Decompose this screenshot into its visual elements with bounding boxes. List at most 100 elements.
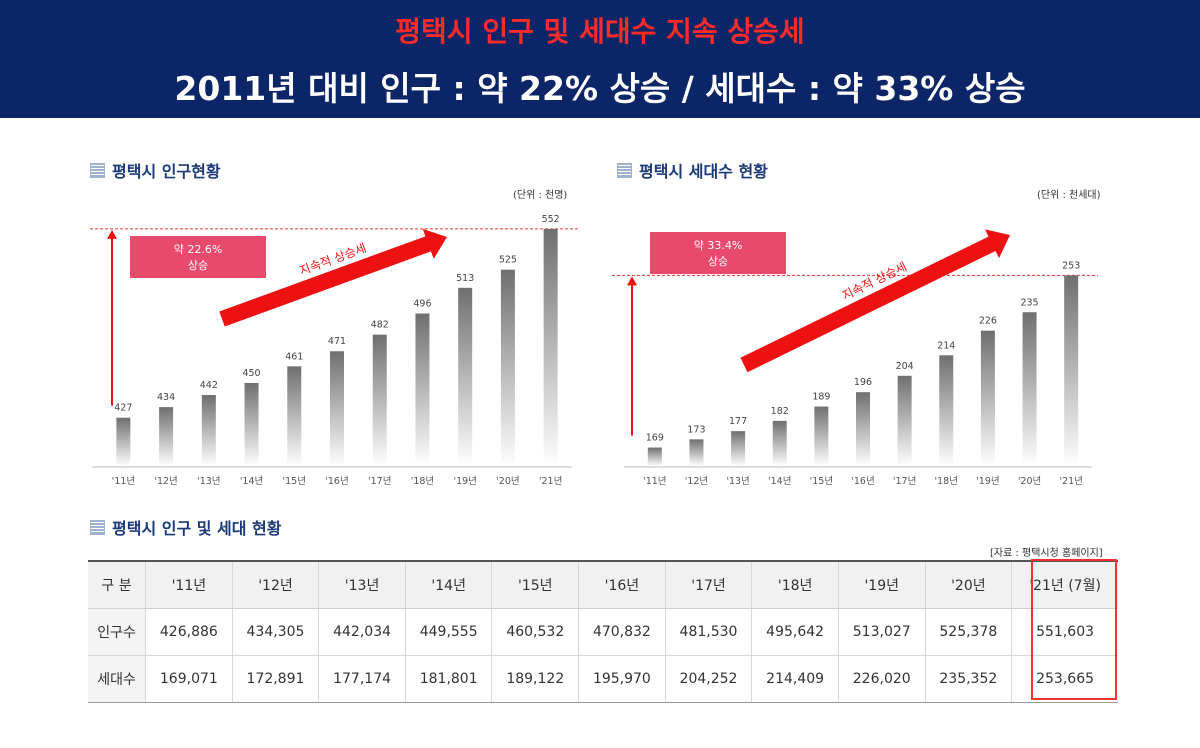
header-banner: 평택시 인구 및 세대수 지속 상승세 2011년 대비 인구 : 약 22% …	[0, 0, 1200, 118]
bar	[116, 417, 131, 466]
x-tick-label: '18년	[935, 476, 958, 487]
table-section-title: 평택시 인구 및 세대 현황	[90, 515, 281, 539]
table-column-header: '19년	[837, 560, 926, 609]
table-column-header: '13년	[318, 560, 406, 609]
table-cell: 495,642	[751, 608, 839, 656]
bar-value-label: 427	[114, 403, 132, 414]
bar-value-label: 450	[242, 368, 260, 379]
bar-value-label: 189	[812, 392, 830, 403]
bar	[372, 334, 387, 466]
population-section-title: 평택시 인구현황	[90, 158, 221, 182]
x-tick-label: '20년	[496, 476, 519, 487]
bar	[647, 447, 662, 466]
x-tick-label: '14년	[768, 476, 791, 487]
bar-value-label: 226	[979, 316, 997, 327]
x-tick-label: '17년	[368, 476, 391, 487]
table-cell: 434,305	[231, 608, 319, 656]
growth-arrowhead	[627, 276, 637, 286]
bar	[1064, 275, 1079, 466]
x-tick-label: '12년	[685, 476, 708, 487]
bar-value-label: 552	[542, 214, 560, 225]
table-cell: 177,174	[318, 655, 406, 703]
table-column-header: '11년	[145, 560, 233, 609]
table-cell: 253,665	[1011, 655, 1118, 703]
table-source: [자료 : 평택시청 홈페이지]	[990, 548, 1103, 559]
table-title-text: 평택시 인구 및 세대 현황	[112, 519, 282, 538]
table-row-header: 세대수	[88, 655, 146, 703]
growth-callout-box	[650, 232, 786, 274]
bar	[415, 313, 430, 466]
trend-arrow-shape	[219, 228, 448, 327]
table-column-header: '16년	[578, 560, 666, 609]
table-cell: 513,027	[837, 608, 926, 656]
table-row: 인구수 426,886 434,305 442,034 449,555 460,532 47…	[88, 608, 1118, 656]
bar	[856, 392, 870, 466]
bar	[814, 406, 829, 466]
growth-callout-box	[130, 236, 266, 278]
x-tick-label: '11년	[643, 476, 666, 487]
table-cell: 442,034	[318, 608, 406, 656]
table-cell: 204,252	[664, 655, 752, 703]
table-row-header: 인구수	[88, 608, 146, 656]
table-column-header: '18년	[751, 560, 839, 609]
bar-value-label: 513	[456, 273, 474, 284]
table-cell: 172,891	[231, 655, 319, 703]
table-column-header: '17년	[664, 560, 752, 609]
bar	[689, 439, 704, 466]
x-tick-label: '12년	[154, 476, 177, 487]
bar	[980, 330, 995, 466]
x-tick-label: '17년	[893, 476, 916, 487]
banner-title: 평택시 인구 및 세대수 지속 상승세	[395, 15, 805, 48]
x-tick-label: '21년	[539, 476, 562, 487]
bar	[731, 431, 746, 466]
table-column-header: '14년	[404, 560, 492, 609]
x-tick-label: '13년	[197, 476, 220, 487]
bar-value-label: 196	[854, 377, 872, 388]
bar	[543, 228, 558, 466]
household-section-title: 평택시 세대수 현황	[617, 158, 768, 182]
household-title-text: 평택시 세대수 현황	[639, 162, 768, 181]
table-cell: 470,832	[578, 608, 666, 656]
bar	[201, 395, 216, 466]
table-cell: 195,970	[578, 655, 666, 703]
bar-value-label: 235	[1020, 297, 1038, 308]
bar	[500, 269, 515, 466]
x-tick-label: '20년	[1018, 476, 1041, 487]
bar-value-label: 442	[200, 380, 218, 391]
callout-label: 상승	[708, 255, 728, 268]
x-tick-label: '16년	[325, 476, 348, 487]
bar	[330, 351, 344, 466]
x-tick-label: '19년	[976, 476, 999, 487]
grid-square-icon	[617, 162, 632, 178]
bar	[244, 382, 259, 466]
table-header-row: 구 분 '11년 '12년 '13년 '14년 '15년 '16년 '17년 '18년 '19년 '…	[88, 560, 1118, 609]
table-column-header: '15년	[491, 560, 579, 609]
population-unit: (단위 : 천명)	[513, 190, 568, 201]
x-tick-label: '21년	[1059, 476, 1082, 487]
x-tick-label: '18년	[411, 476, 434, 487]
x-tick-label: '15년	[283, 476, 306, 487]
bar-value-label: 471	[328, 336, 346, 347]
population-title-text: 평택시 인구현황	[112, 162, 221, 181]
bar	[159, 407, 174, 466]
bar-value-label: 525	[499, 255, 517, 266]
table-column-header: 구 분	[88, 560, 146, 609]
bar-value-label: 177	[729, 416, 747, 427]
bar-value-label: 214	[937, 340, 955, 351]
bar	[772, 420, 787, 466]
table-cell: 449,555	[404, 608, 492, 656]
bar-value-label: 204	[896, 361, 914, 372]
table-cell: 525,378	[924, 608, 1012, 656]
bar-value-label: 173	[687, 424, 705, 435]
x-tick-label: '16년	[851, 476, 874, 487]
table-cell: 214,409	[751, 655, 839, 703]
grid-square-icon	[90, 162, 105, 178]
callout-percent: 약 22.6%	[174, 242, 223, 256]
population-chart: 427 '11년 434 '12년 442 '13년 450 '14년 461 '15년 471 '1…	[90, 214, 578, 487]
household-chart: 169 '11년 173 '12년 177 '13년 182 '14년 189 '15년 196 '1…	[612, 229, 1098, 487]
bar-value-label: 182	[771, 406, 789, 417]
x-tick-label: '11년	[112, 476, 135, 487]
table-cell: 460,532	[491, 608, 579, 656]
table-cell: 169,071	[145, 655, 233, 703]
callout-percent: 약 33.4%	[694, 238, 743, 252]
